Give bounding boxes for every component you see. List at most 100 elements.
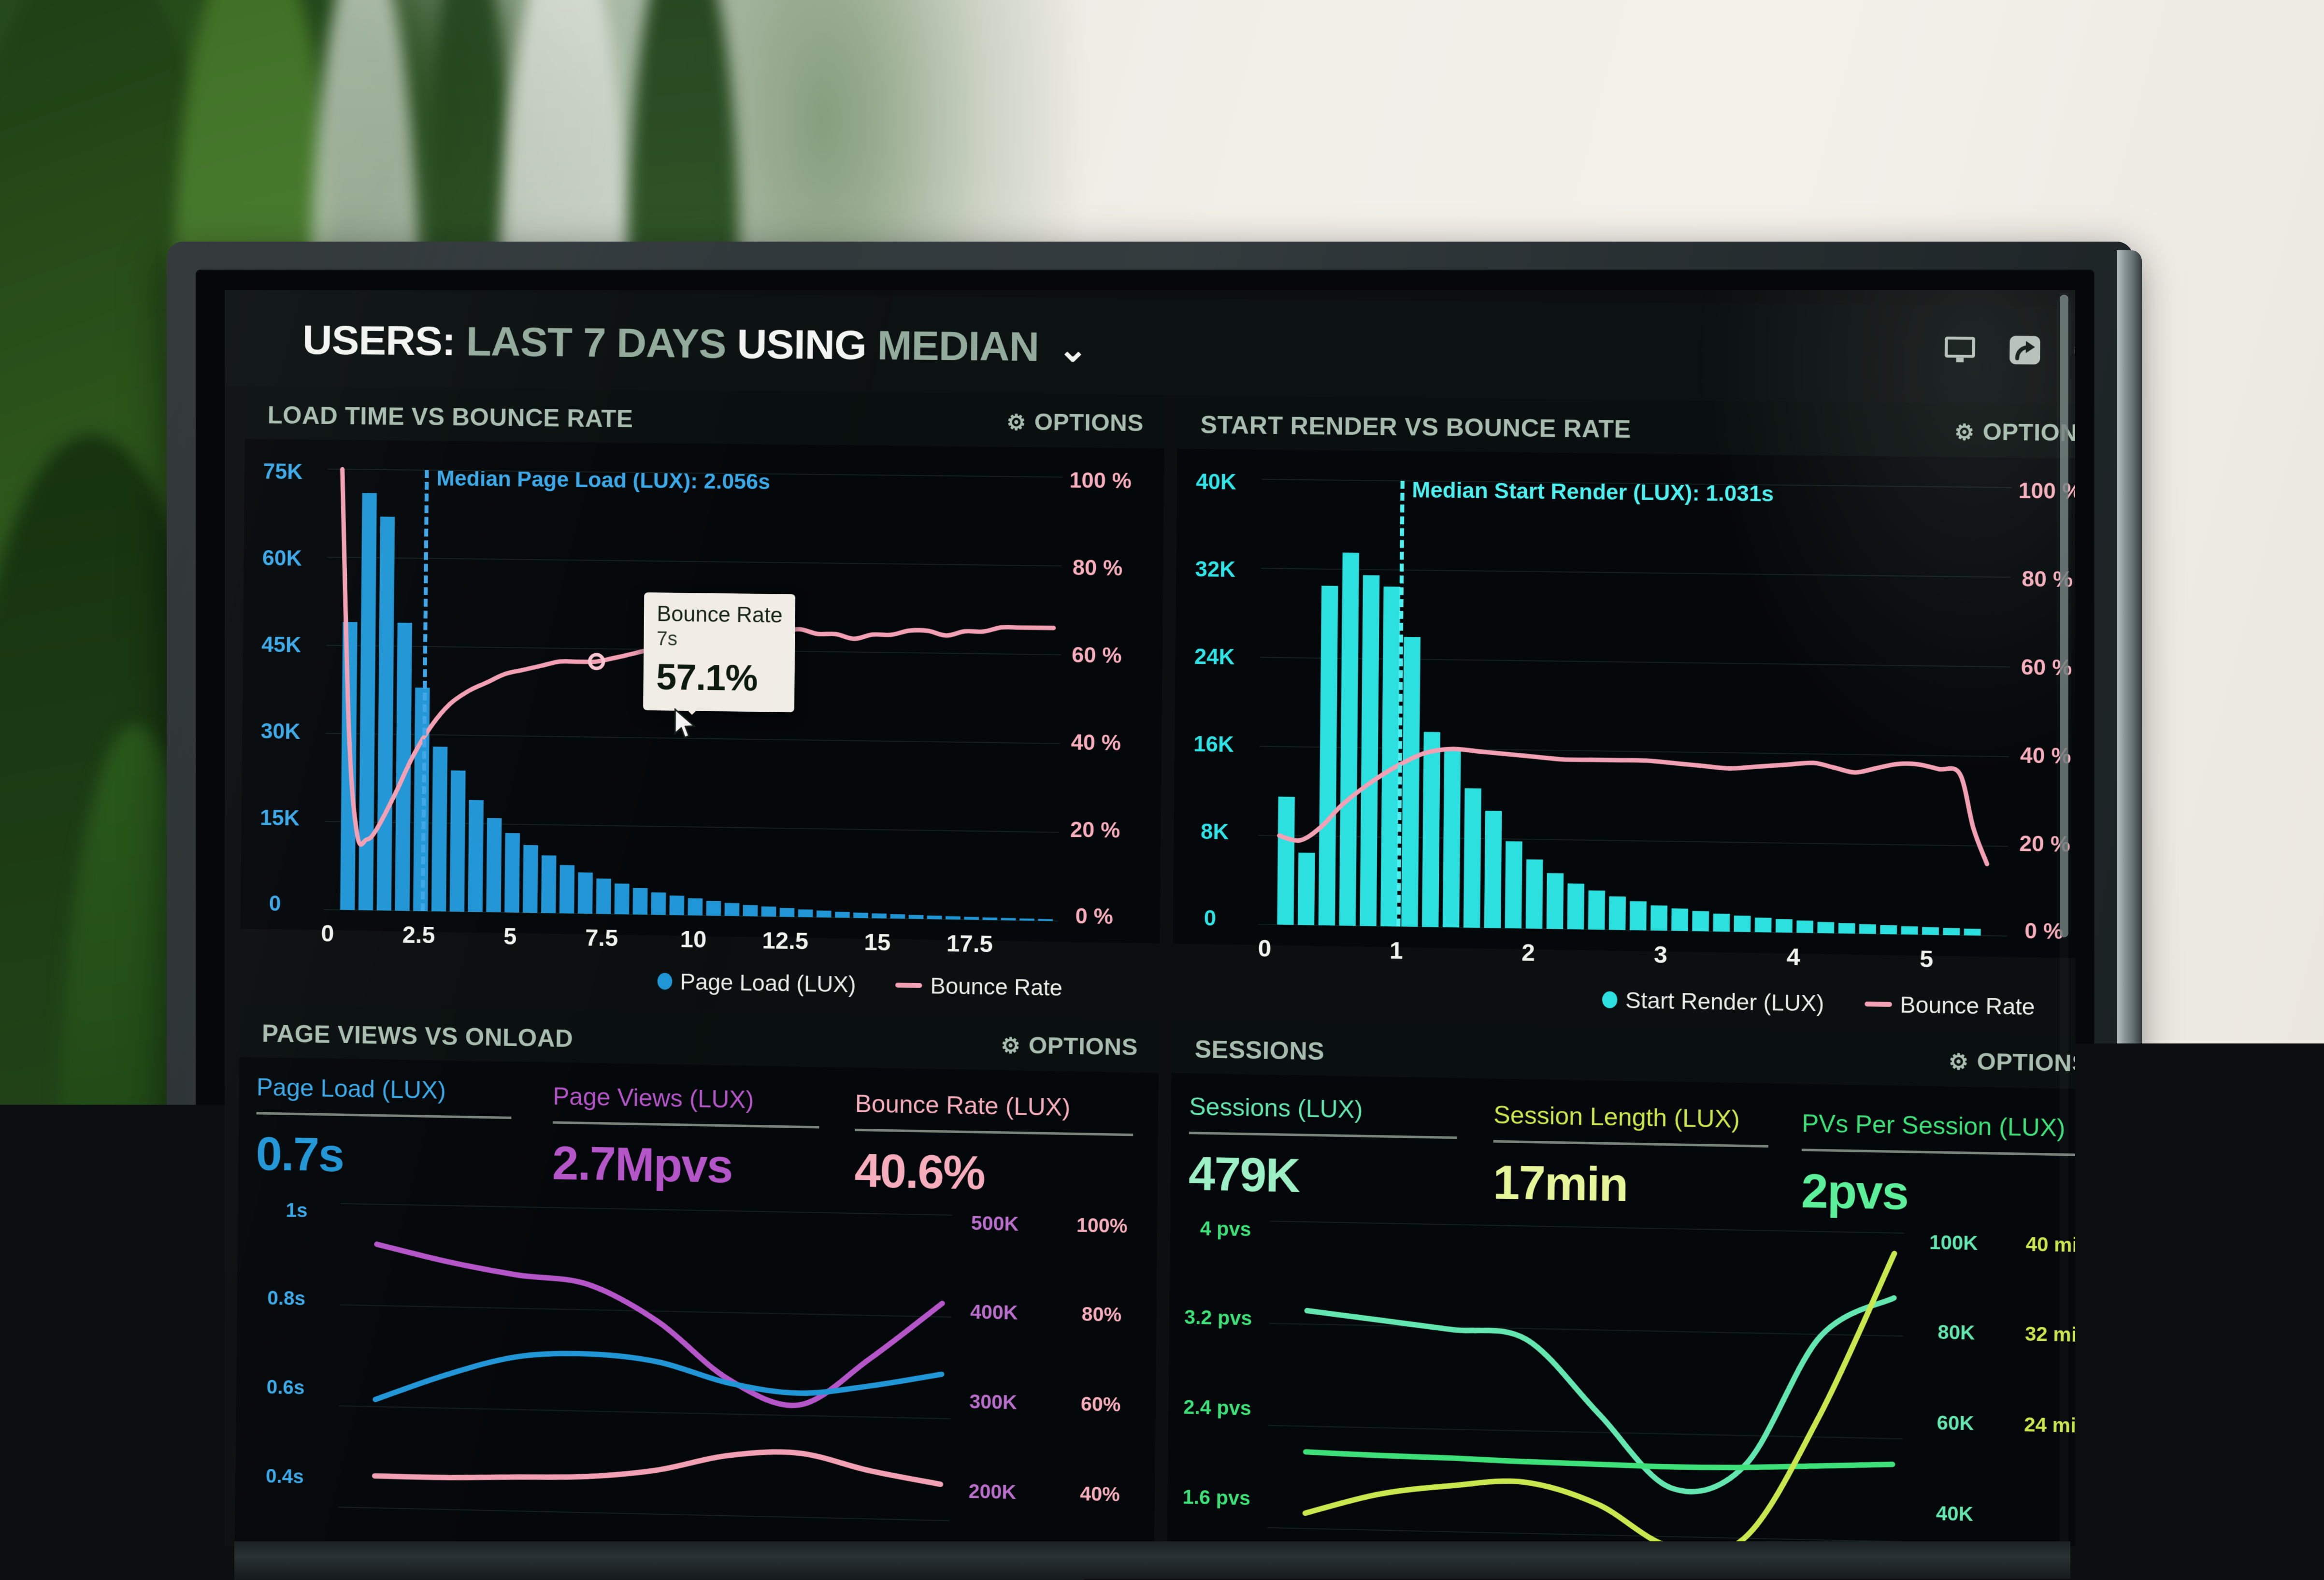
axis-tick-x: 4	[1786, 944, 1800, 971]
kpi-value: 479K	[1189, 1147, 1457, 1207]
kpi-page-load: Page Load (LUX) 0.7s	[256, 1073, 516, 1186]
axis-tick-x: 2	[1521, 939, 1535, 967]
chart-sessions[interactable]	[1267, 1221, 1904, 1541]
kpi-page-views: Page Views (LUX) 2.7Mpvs	[552, 1082, 820, 1195]
share-icon[interactable]	[2007, 332, 2043, 368]
axis-tick-x: 0	[1258, 935, 1271, 962]
monitor-icon[interactable]	[1941, 331, 1978, 368]
dashboard-app: USERS: LAST 7 DAYS USING MEDIAN ⌄	[225, 290, 2075, 1546]
chart-page-views-vs-onload[interactable]	[338, 1204, 952, 1521]
legend-item[interactable]: Bounce Rate	[1865, 991, 2035, 1020]
axis-tick-right: 100 %	[1069, 468, 1132, 493]
axis-tick-left: 4 pvs	[1200, 1218, 1251, 1241]
panel-title: SESSIONS	[1194, 1035, 1324, 1066]
axis-tick-right-1: 100K	[1929, 1232, 1978, 1255]
intercom-launcher[interactable]: 4	[1855, 1404, 1937, 1485]
axis-tick-x: 7.5	[585, 924, 618, 952]
axis-tick-left: 60K	[262, 546, 302, 571]
legend-label: Page Load (LUX)	[680, 968, 856, 998]
screen: USERS: LAST 7 DAYS USING MEDIAN ⌄	[225, 290, 2075, 1546]
mouse-cursor	[672, 708, 700, 743]
axis-tick-left: 8K	[1201, 819, 1229, 845]
panel-page-views: PAGE VIEWS VS ONLOAD ⚙OPTIONS Page Load …	[235, 1004, 1159, 1546]
legend-line-icon	[1865, 1002, 1892, 1007]
panel-header: PAGE VIEWS VS ONLOAD ⚙OPTIONS	[239, 1004, 1159, 1073]
axis-tick-x: 17.5	[947, 930, 993, 958]
axis-tick-left: 0	[1204, 906, 1217, 931]
kpi-divider	[553, 1121, 819, 1129]
kpi-sessions: Sessions (LUX) 479K	[1189, 1092, 1458, 1206]
options-button[interactable]: ⚙OPTIONS	[1006, 408, 1144, 437]
axis-tick-right: 20 %	[1070, 818, 1120, 843]
axis-tick-right-1: 500K	[971, 1213, 1019, 1236]
axis-tick-x: 0	[321, 920, 334, 948]
axis-tick-left: 30K	[260, 719, 300, 745]
kpi-divider	[855, 1129, 1133, 1136]
axis-tick-left: 40K	[1196, 470, 1236, 495]
legend-item[interactable]: Bounce Rate	[895, 972, 1062, 1001]
axis-tick-right: 60 %	[1072, 643, 1122, 668]
page-title[interactable]: USERS: LAST 7 DAYS USING MEDIAN ⌄	[302, 316, 1088, 371]
kpi-label: Sessions (LUX)	[1189, 1092, 1458, 1125]
panel-header: SESSIONS ⚙OPTIONS	[1172, 1020, 2075, 1089]
panel-header: START RENDER VS BOUNCE RATE ⚙OPTIONS	[1177, 395, 2075, 459]
axis-tick-left: 0.4s	[266, 1465, 304, 1488]
laptop-hinge	[234, 1541, 2070, 1580]
chart-start-render-vs-bounce-rate[interactable]	[1258, 479, 2011, 936]
legend-dot-icon	[658, 973, 673, 990]
title-prefix: USERS:	[302, 316, 456, 364]
panel-sessions: SESSIONS ⚙OPTIONS Sessions (LUX) 479K Se…	[1167, 1020, 2075, 1546]
kpi-label: Page Views (LUX)	[553, 1082, 819, 1115]
gear-icon: ⚙	[1001, 1033, 1021, 1059]
axis-tick-right: 0 %	[1075, 904, 1113, 929]
screen-bezel: USERS: LAST 7 DAYS USING MEDIAN ⌄	[196, 270, 2094, 1545]
axis-tick-left: 1.6 pvs	[1182, 1486, 1250, 1510]
axis-tick-left: 0	[269, 891, 281, 916]
tooltip-subtitle: 7s	[657, 628, 783, 651]
kpi-label: PVs Per Session (LUX)	[1802, 1109, 2075, 1143]
title-metric: MEDIAN	[877, 322, 1039, 370]
help-icon[interactable]	[2071, 332, 2075, 369]
axis-tick-right-1: 300K	[969, 1391, 1017, 1414]
options-button[interactable]: ⚙OPTIONS	[1949, 1048, 2075, 1077]
legend-label: Bounce Rate	[1900, 991, 2035, 1020]
kpi-divider	[1493, 1140, 1768, 1148]
legend-item[interactable]: Start Render (LUX)	[1602, 986, 1824, 1017]
tooltip-title: Bounce Rate	[657, 603, 783, 628]
legend-label: Bounce Rate	[930, 972, 1062, 1001]
axis-tick-right: 0 %	[2024, 919, 2063, 945]
title-range: LAST 7 DAYS	[466, 318, 726, 367]
options-button[interactable]: ⚙OPTIONS	[1001, 1032, 1138, 1061]
kpi-divider	[1802, 1149, 2075, 1156]
axis-tick-right: 80 %	[1073, 556, 1123, 581]
legend-line-icon	[895, 983, 922, 988]
legend-load-time: Page Load (LUX) Bounce Rate	[657, 968, 1093, 1002]
laptop: USERS: LAST 7 DAYS USING MEDIAN ⌄	[167, 242, 2150, 1550]
kpi-value: 17min	[1492, 1155, 1768, 1215]
chat-bubble-tail	[1904, 1456, 1916, 1468]
chevron-down-icon[interactable]: ⌄	[1058, 330, 1088, 369]
axis-tick-left: 75K	[263, 460, 302, 485]
scrollbar-thumb[interactable]	[2060, 295, 2068, 937]
gear-icon: ⚙	[1949, 1049, 1969, 1075]
axis-tick-left: 0.6s	[266, 1377, 304, 1399]
axis-tick-left: 45K	[261, 632, 301, 658]
axis-tick-x: 10	[680, 926, 706, 953]
axis-tick-x: 12.5	[762, 927, 808, 955]
tooltip-value: 57.1%	[656, 656, 782, 699]
kpi-value: 40.6%	[854, 1144, 1133, 1203]
kpi-pvs-per-session: PVs Per Session (LUX) 2pvs	[1801, 1109, 2075, 1224]
panel-header: LOAD TIME VS BOUNCE RATE ⚙OPTIONS	[245, 386, 1165, 449]
panel-start-render: START RENDER VS BOUNCE RATE ⚙OPTIONS 40K…	[1173, 395, 2075, 959]
kpi-value: 2pvs	[1801, 1164, 2075, 1224]
legend-item[interactable]: Page Load (LUX)	[657, 968, 856, 998]
axis-tick-left: 2.4 pvs	[1183, 1396, 1251, 1420]
kpi-session-length: Session Length (LUX) 17min	[1492, 1101, 1768, 1215]
axis-tick-x: 5	[503, 923, 517, 950]
axis-tick-right-1: 40K	[1936, 1503, 1973, 1526]
kpi-divider	[256, 1112, 511, 1119]
axis-tick-left: 15K	[260, 806, 300, 831]
options-button[interactable]: ⚙OPTIONS	[1954, 418, 2075, 447]
axis-tick-left: 24K	[1194, 645, 1235, 670]
axis-tick-right-2: 80%	[1081, 1304, 1121, 1327]
